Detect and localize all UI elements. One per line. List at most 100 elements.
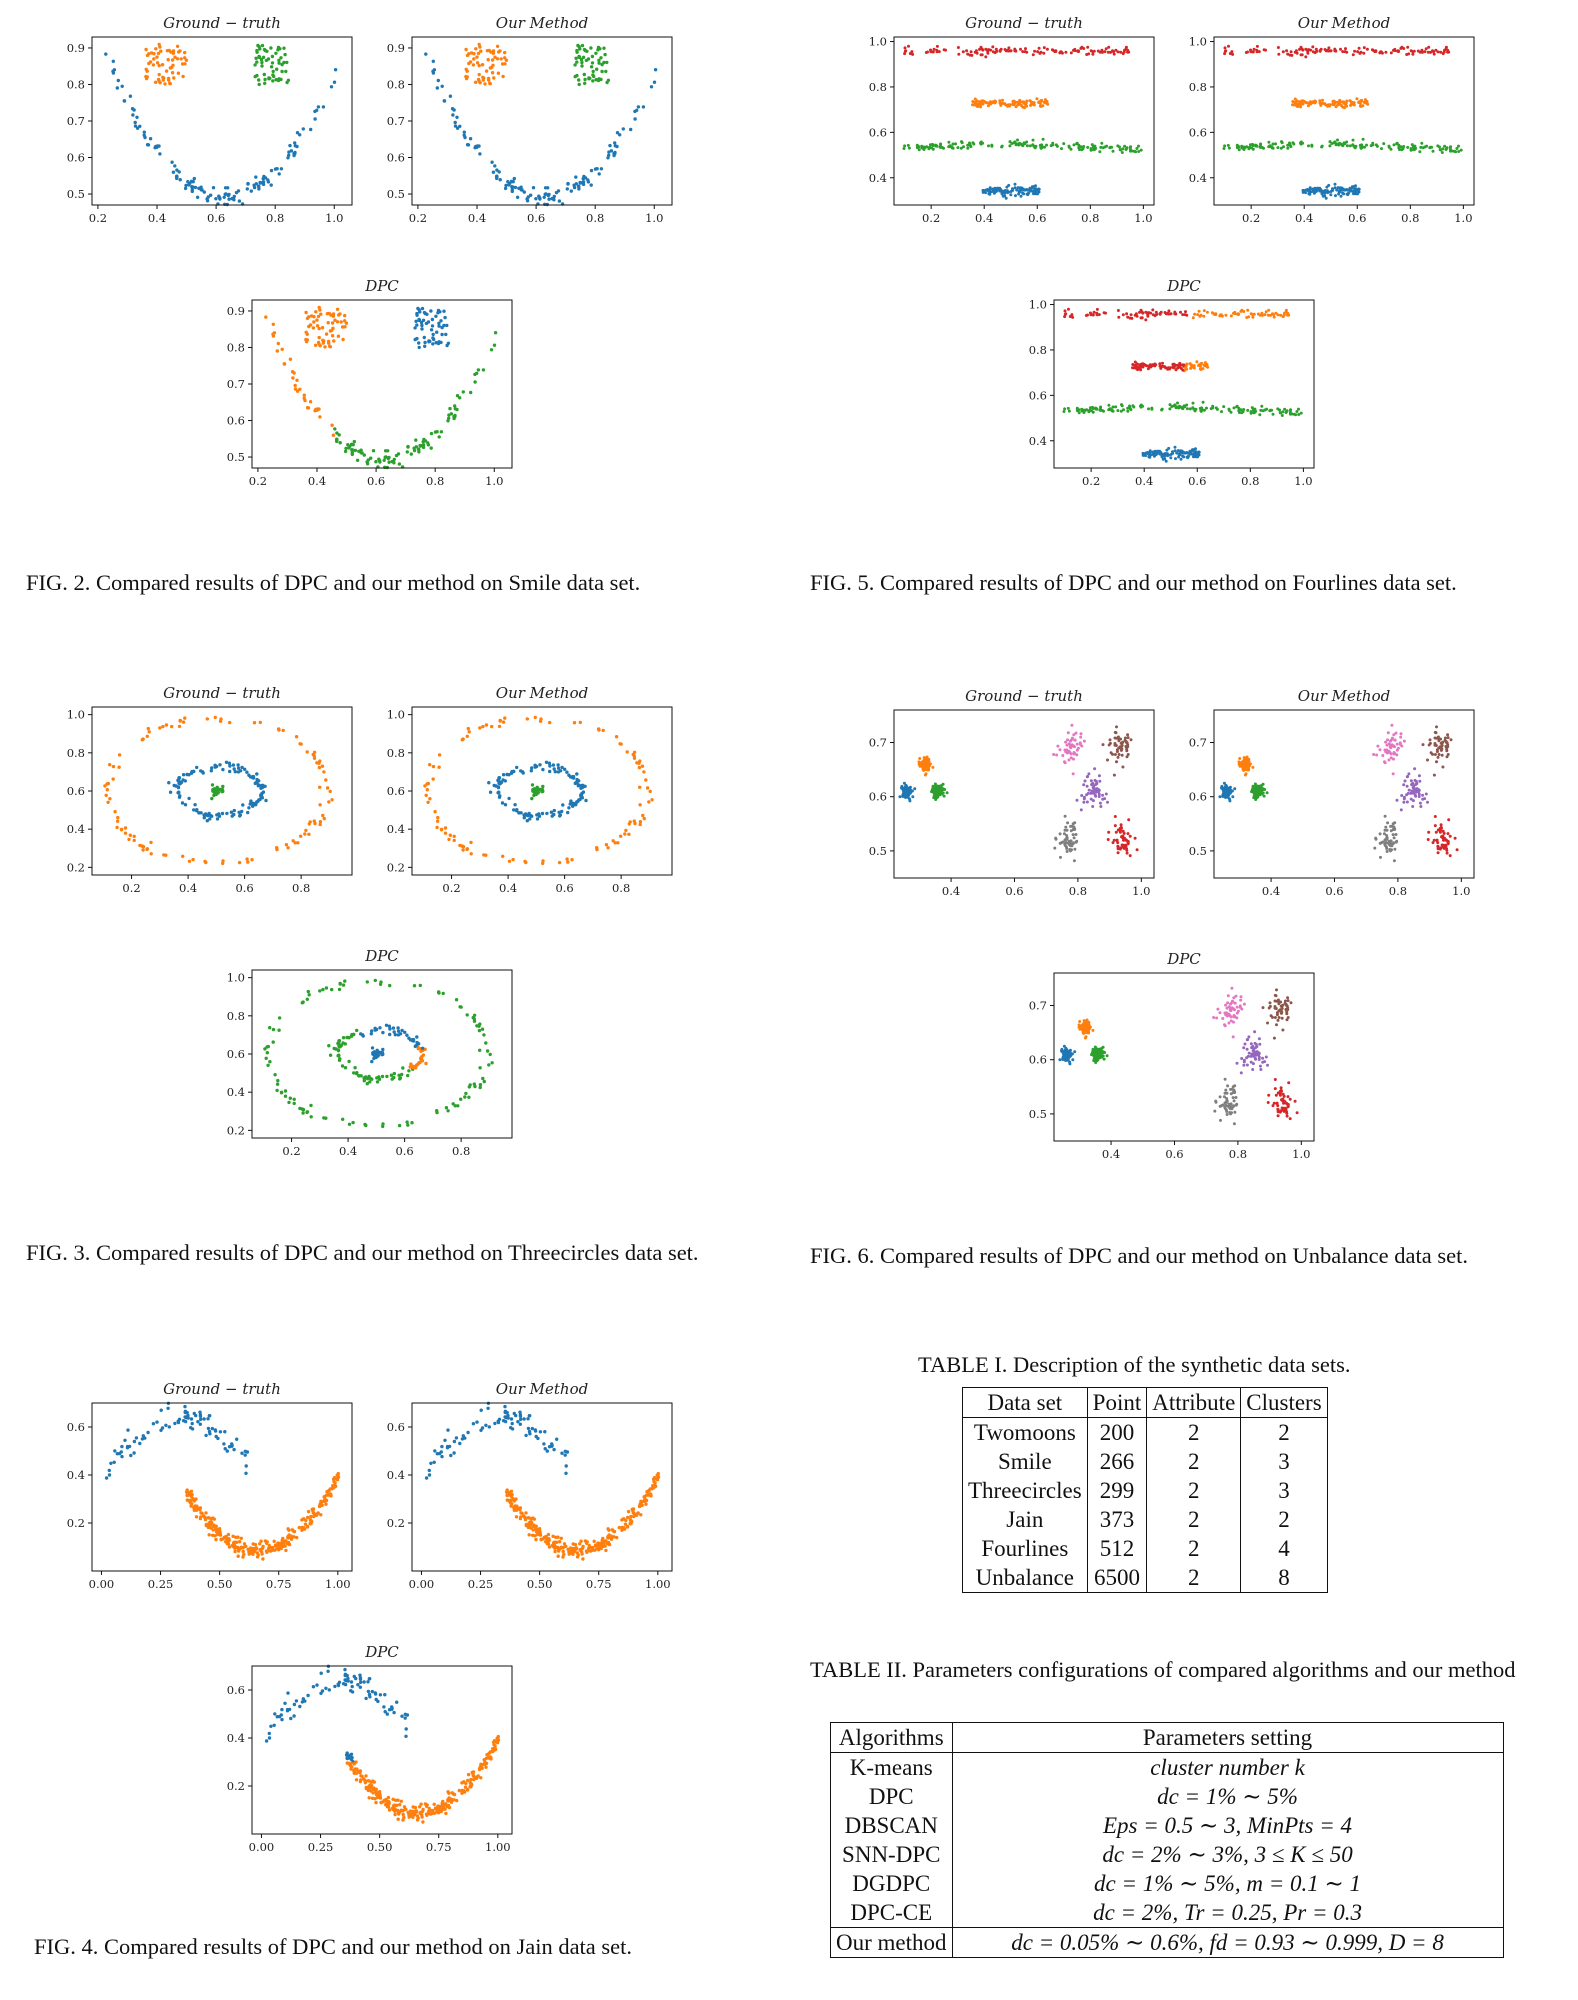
data-point bbox=[1090, 143, 1094, 147]
data-point bbox=[1222, 781, 1226, 785]
data-point bbox=[305, 406, 310, 410]
data-point bbox=[950, 146, 954, 150]
data-point bbox=[465, 734, 469, 738]
data-point bbox=[228, 769, 232, 774]
data-point bbox=[1297, 407, 1300, 411]
data-point bbox=[1093, 767, 1097, 771]
y-tick-label: 0.5 bbox=[227, 450, 245, 464]
x-tick-label: 0.4 bbox=[308, 474, 326, 488]
data-point bbox=[1006, 104, 1010, 108]
data-point bbox=[460, 738, 464, 742]
data-point bbox=[108, 797, 112, 801]
data-point bbox=[271, 1027, 276, 1032]
data-point bbox=[330, 798, 334, 802]
data-point bbox=[1073, 738, 1077, 742]
data-point bbox=[584, 798, 588, 803]
data-point bbox=[1436, 851, 1440, 855]
data-point bbox=[1069, 756, 1073, 760]
x-tick-label: 0.2 bbox=[922, 211, 940, 225]
data-point bbox=[1271, 312, 1274, 316]
data-point bbox=[441, 991, 445, 996]
data-point bbox=[1128, 147, 1132, 151]
data-point bbox=[257, 184, 261, 189]
data-point bbox=[1213, 1109, 1217, 1113]
data-point bbox=[436, 311, 440, 315]
data-point bbox=[277, 728, 281, 732]
data-point bbox=[1356, 50, 1360, 54]
data-point bbox=[476, 51, 481, 56]
data-point bbox=[1443, 843, 1447, 847]
data-point bbox=[255, 50, 259, 54]
data-point bbox=[621, 127, 625, 131]
data-point bbox=[1089, 797, 1093, 801]
data-point bbox=[1145, 364, 1149, 368]
data-point bbox=[1349, 103, 1353, 107]
data-point bbox=[1390, 723, 1394, 727]
data-point bbox=[1125, 146, 1129, 150]
data-point bbox=[391, 1026, 396, 1030]
y-tick-label: 1.0 bbox=[869, 35, 887, 49]
data-point bbox=[1374, 836, 1378, 840]
data-point bbox=[1284, 1003, 1288, 1007]
data-point bbox=[492, 783, 496, 788]
data-point bbox=[431, 342, 435, 346]
data-point bbox=[1070, 723, 1074, 727]
x-tick-label: 0.2 bbox=[249, 474, 267, 488]
data-point bbox=[1093, 1045, 1097, 1049]
data-point bbox=[1084, 1029, 1088, 1033]
data-point bbox=[1444, 740, 1448, 744]
data-point bbox=[149, 852, 153, 856]
y-tick-label: 0.4 bbox=[1189, 171, 1207, 185]
data-point bbox=[1122, 50, 1126, 54]
data-point bbox=[1164, 452, 1168, 456]
data-point bbox=[318, 820, 323, 824]
data-point bbox=[1008, 144, 1012, 148]
data-point bbox=[1437, 753, 1441, 756]
data-point bbox=[569, 799, 573, 803]
data-point bbox=[981, 48, 985, 52]
data-point bbox=[979, 45, 983, 49]
data-point bbox=[1289, 50, 1293, 54]
data-point bbox=[636, 105, 641, 109]
data-point bbox=[1072, 757, 1075, 761]
data-point bbox=[931, 144, 935, 147]
data-point bbox=[942, 794, 946, 798]
data-point bbox=[340, 325, 345, 329]
data-point bbox=[217, 814, 222, 818]
x-tick-label: 0.8 bbox=[426, 474, 444, 488]
data-point bbox=[484, 1041, 488, 1045]
data-point bbox=[1133, 836, 1137, 840]
data-point bbox=[1102, 409, 1105, 413]
data-point bbox=[960, 140, 963, 144]
data-point bbox=[1261, 782, 1265, 786]
data-point bbox=[652, 80, 657, 84]
y-tick-label: 0.8 bbox=[869, 80, 887, 94]
data-point bbox=[1402, 47, 1406, 50]
data-point bbox=[984, 55, 988, 59]
data-point bbox=[405, 450, 409, 454]
data-point bbox=[273, 167, 278, 171]
y-tick-label: 0.9 bbox=[67, 41, 85, 55]
data-point bbox=[637, 765, 642, 770]
data-point bbox=[1131, 404, 1135, 408]
data-point bbox=[1438, 830, 1442, 834]
data-point bbox=[1226, 994, 1230, 998]
data-point bbox=[296, 841, 300, 845]
data-point bbox=[991, 45, 995, 49]
data-point bbox=[530, 796, 534, 801]
data-point bbox=[476, 368, 481, 372]
data-point bbox=[1275, 1011, 1279, 1015]
data-point bbox=[1114, 48, 1118, 52]
data-point bbox=[1409, 791, 1413, 795]
data-point bbox=[1076, 49, 1080, 53]
data-point bbox=[317, 761, 321, 765]
data-point bbox=[1389, 829, 1393, 833]
data-point bbox=[1424, 47, 1428, 51]
data-point bbox=[1260, 404, 1264, 408]
data-point bbox=[488, 790, 493, 794]
data-point bbox=[274, 51, 278, 55]
data-point bbox=[221, 767, 225, 772]
data-point bbox=[619, 834, 623, 838]
data-point bbox=[1075, 742, 1079, 746]
data-point bbox=[1394, 731, 1398, 735]
